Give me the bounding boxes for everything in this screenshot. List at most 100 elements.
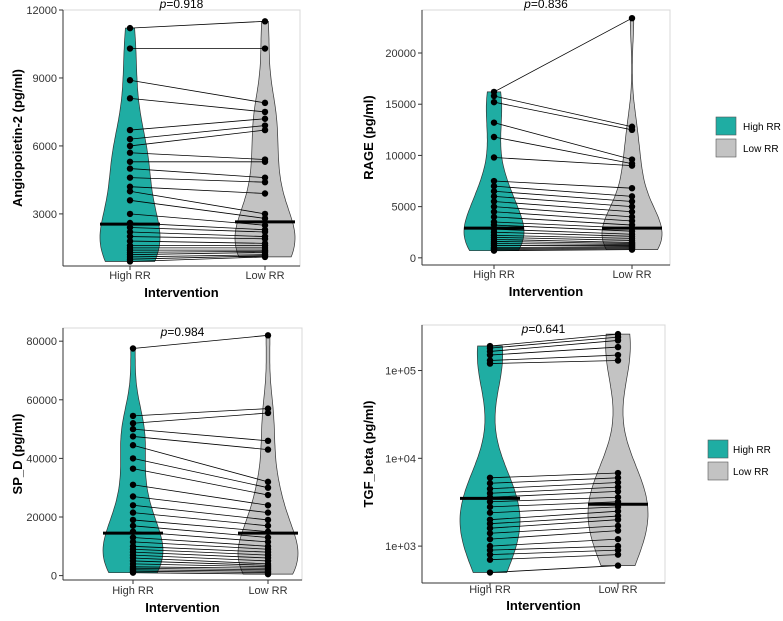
- paired-line: [129, 177, 266, 183]
- data-point: [264, 538, 272, 546]
- data-point: [490, 154, 498, 161]
- x-tick-label: Low RR: [248, 585, 287, 597]
- paired-line: [489, 360, 619, 364]
- data-point: [126, 126, 134, 134]
- p-value-title: p=0.984: [160, 325, 205, 339]
- y-tick-label: 12000: [26, 5, 57, 17]
- paired-line: [489, 340, 619, 352]
- data-point: [126, 45, 134, 52]
- x-tick-label: Low RR: [612, 269, 651, 281]
- data-point: [614, 516, 622, 523]
- legend-swatch: [707, 439, 729, 459]
- data-point: [614, 562, 622, 569]
- data-point: [126, 174, 134, 181]
- data-point: [486, 503, 494, 511]
- y-tick-label: 20000: [26, 512, 57, 524]
- data-point: [486, 480, 494, 487]
- data-point: [486, 485, 494, 492]
- y-tick-label: 60000: [26, 395, 57, 407]
- data-point: [614, 469, 622, 477]
- data-point: [614, 357, 622, 364]
- paired-line: [493, 228, 633, 235]
- paired-line: [489, 496, 619, 503]
- y-tick-label: 5000: [392, 202, 416, 214]
- data-point: [129, 509, 137, 516]
- data-point: [486, 569, 494, 576]
- data-point: [261, 210, 269, 218]
- data-point: [486, 351, 494, 359]
- data-point: [628, 198, 636, 205]
- paired-line: [132, 572, 269, 575]
- paired-line: [132, 566, 269, 569]
- data-point: [614, 494, 622, 501]
- data-point: [264, 478, 272, 486]
- data-point: [264, 491, 272, 499]
- data-point: [486, 551, 494, 558]
- paired-line: [129, 250, 266, 253]
- data-point: [129, 516, 137, 524]
- data-point: [264, 516, 272, 524]
- paired-line: [132, 334, 269, 349]
- data-point: [126, 24, 134, 32]
- data-point: [126, 210, 134, 218]
- data-point: [490, 193, 498, 200]
- panel-3: 0 20000 40000 60000 80000 High RR Low RR Interv…: [10, 325, 303, 615]
- data-point: [261, 222, 269, 229]
- paired-line: [132, 548, 269, 556]
- paired-line: [132, 567, 269, 571]
- data-point: [486, 546, 494, 554]
- paired-line: [129, 240, 266, 244]
- paired-line: [129, 254, 266, 258]
- paired-line: [129, 118, 266, 131]
- data-point: [126, 149, 134, 156]
- data-point: [490, 119, 498, 126]
- x-axis-title: Intervention: [144, 285, 218, 300]
- data-point: [129, 569, 137, 576]
- data-point: [490, 247, 498, 254]
- data-point: [126, 188, 134, 195]
- paired-line: [489, 482, 619, 490]
- y-tick-label: 6000: [33, 141, 57, 153]
- paired-line: [489, 490, 619, 498]
- data-point: [129, 522, 137, 529]
- data-point: [490, 208, 498, 215]
- data-point: [614, 337, 622, 344]
- data-point: [486, 360, 494, 367]
- data-point: [264, 484, 272, 491]
- x-axis-title: Intervention: [145, 600, 219, 615]
- paired-line: [129, 255, 266, 260]
- data-point: [264, 409, 272, 417]
- paired-line: [132, 563, 269, 568]
- x-tick-label: High RR: [109, 270, 151, 282]
- data-point: [264, 332, 272, 339]
- legend-swatch: [707, 461, 729, 481]
- data-point: [628, 162, 636, 169]
- paired-line: [489, 515, 619, 525]
- paired-line: [489, 554, 619, 561]
- data-point: [264, 522, 272, 529]
- data-point: [126, 142, 134, 150]
- p-value-title: p=0.641: [521, 322, 566, 336]
- paired-line: [493, 248, 633, 251]
- paired-line: [493, 95, 633, 128]
- data-point: [129, 534, 137, 541]
- y-tick-label: 80000: [26, 336, 57, 348]
- y-axis-title: Angiopoietin-2 (pg/ml): [10, 69, 25, 207]
- y-tick-label: 0: [410, 253, 416, 265]
- paired-line: [132, 545, 269, 553]
- data-point: [614, 507, 622, 515]
- data-point: [126, 233, 134, 240]
- y-tick-label: 1e+05: [385, 366, 416, 378]
- paired-line: [132, 504, 269, 521]
- paired-line: [132, 412, 269, 424]
- data-point: [486, 520, 494, 527]
- data-point: [126, 224, 134, 231]
- data-point: [614, 551, 622, 558]
- paired-line: [129, 190, 266, 215]
- y-tick-label: 1e+04: [385, 453, 416, 465]
- data-point: [126, 158, 134, 165]
- paired-line: [493, 234, 633, 239]
- paired-line: [493, 231, 633, 237]
- paired-line: [493, 206, 633, 218]
- paired-line: [132, 537, 269, 547]
